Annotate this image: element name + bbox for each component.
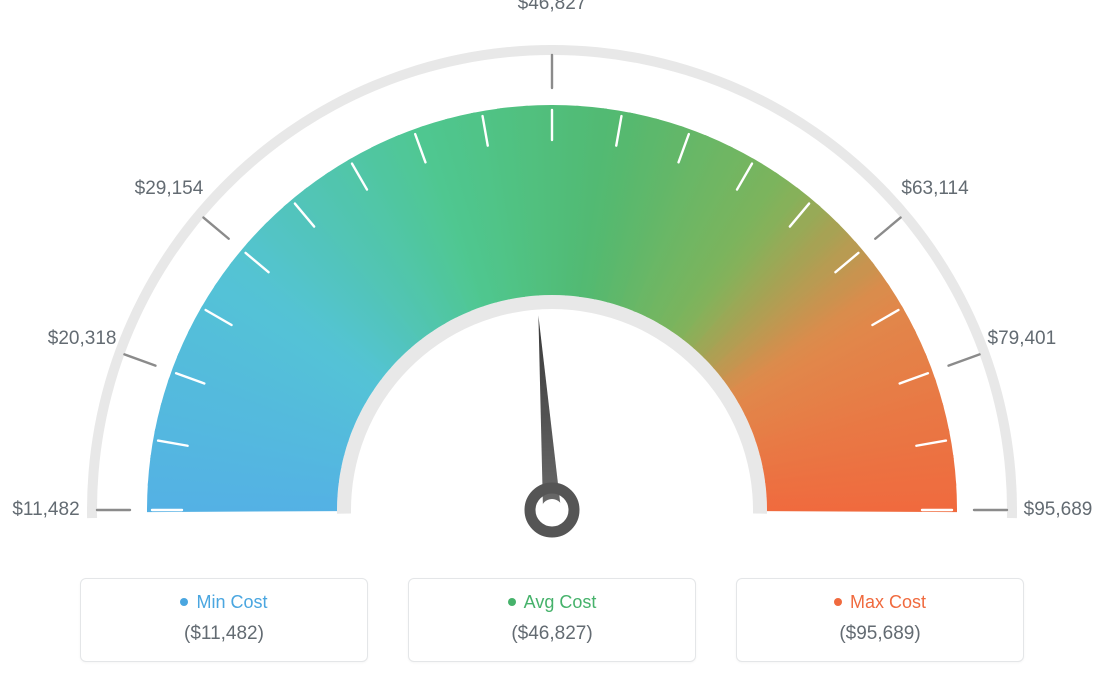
gauge-tick-label: $79,401 [988, 328, 1057, 350]
legend-card-max: Max Cost ($95,689) [736, 578, 1024, 662]
legend-title-min: Min Cost [180, 593, 267, 611]
gauge-tick-label: $63,114 [901, 178, 968, 200]
legend-dot-max [834, 598, 842, 606]
legend-card-min: Min Cost ($11,482) [80, 578, 368, 662]
legend-title-text-avg: Avg Cost [524, 593, 597, 611]
legend-dot-min [180, 598, 188, 606]
cost-gauge: $11,482$20,318$29,154$46,827$63,114$79,4… [0, 20, 1104, 560]
legend-title-avg: Avg Cost [508, 593, 597, 611]
legend-value-max: ($95,689) [747, 623, 1013, 645]
legend-title-text-min: Min Cost [196, 593, 267, 611]
gauge-tick-label: $46,827 [518, 0, 587, 15]
legend-card-avg: Avg Cost ($46,827) [408, 578, 696, 662]
gauge-tick-label: $95,689 [1024, 499, 1093, 521]
legend-value-min: ($11,482) [91, 623, 357, 645]
gauge-tick-label: $29,154 [135, 178, 204, 200]
legend-row: Min Cost ($11,482) Avg Cost ($46,827) Ma… [80, 578, 1024, 662]
gauge-svg [0, 20, 1104, 560]
legend-dot-avg [508, 598, 516, 606]
legend-title-max: Max Cost [834, 593, 926, 611]
gauge-tick-label: $20,318 [48, 328, 117, 350]
legend-title-text-max: Max Cost [850, 593, 926, 611]
legend-value-avg: ($46,827) [419, 623, 685, 645]
gauge-tick-label: $11,482 [12, 499, 79, 521]
